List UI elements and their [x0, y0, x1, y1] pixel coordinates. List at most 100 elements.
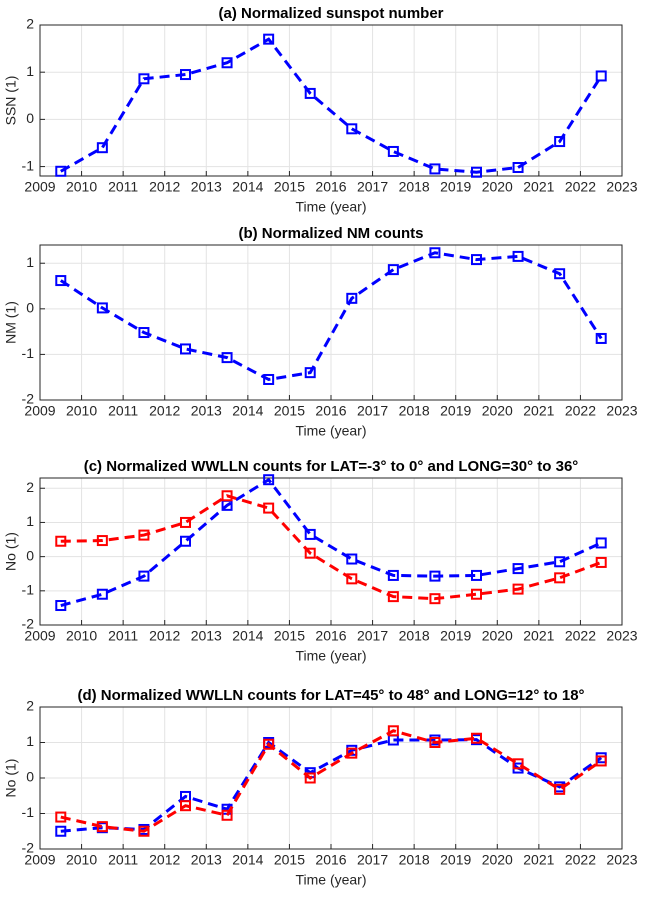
x-tick-label: 2017 [357, 852, 388, 868]
x-tick-label: 2017 [357, 628, 388, 644]
marker [346, 747, 358, 759]
x-tick-label: 2010 [66, 628, 97, 644]
marker [263, 373, 275, 385]
x-tick-label: 2018 [399, 403, 430, 419]
marker [346, 553, 358, 565]
y-tick-label: -1 [22, 804, 35, 820]
marker [512, 162, 524, 174]
x-tick-label: 2009 [24, 179, 55, 195]
y-tick-label: 2 [26, 479, 34, 495]
marker [595, 70, 607, 82]
marker [595, 755, 607, 767]
marker [471, 588, 482, 600]
marker [554, 556, 566, 568]
marker [304, 547, 316, 559]
marker [471, 569, 482, 581]
x-axis-label: Time (year) [295, 199, 366, 215]
y-axis-label: SSN (1) [3, 76, 19, 126]
marker [96, 302, 108, 314]
x-tick-label: 2011 [108, 852, 138, 868]
marker [512, 583, 524, 595]
marker [595, 332, 607, 344]
x-tick-label: 2020 [482, 628, 513, 644]
marker [263, 474, 275, 486]
marker [471, 732, 482, 744]
marker [387, 145, 399, 157]
x-tick-label: 2014 [232, 628, 263, 644]
x-tick-label: 2015 [274, 628, 305, 644]
marker [221, 809, 233, 821]
marker [429, 593, 441, 605]
x-tick-label: 2019 [440, 403, 471, 419]
marker [180, 535, 191, 547]
marker [55, 275, 67, 287]
x-tick-label: 2023 [606, 852, 637, 868]
marker [429, 163, 441, 175]
y-axis-label: No (1) [3, 759, 19, 798]
marker [55, 600, 67, 612]
x-tick-label: 2018 [399, 628, 430, 644]
y-axis-label: No (1) [3, 532, 19, 571]
marker [138, 73, 150, 85]
marker [221, 352, 233, 364]
axes-box [39, 24, 623, 177]
x-tick-label: 2023 [606, 403, 637, 419]
x-tick-label: 2018 [399, 179, 430, 195]
x-tick-label: 2013 [191, 403, 222, 419]
axes-box [39, 706, 623, 850]
x-tick-label: 2016 [315, 628, 346, 644]
x-tick-label: 2016 [315, 852, 346, 868]
x-tick-label: 2012 [149, 179, 180, 195]
marker [346, 292, 358, 304]
y-tick-label: 0 [26, 300, 34, 316]
series-line [60, 477, 602, 607]
marker [554, 783, 566, 795]
marker [55, 535, 67, 547]
x-tick-label: 2012 [149, 628, 180, 644]
marker [471, 254, 482, 266]
y-tick-label: -2 [22, 391, 35, 407]
x-tick-label: 2016 [315, 179, 346, 195]
chart-title: (b) Normalized NM counts [238, 225, 423, 242]
y-tick-label: -1 [22, 345, 35, 361]
series-line [60, 37, 603, 174]
x-tick-label: 2010 [66, 403, 97, 419]
axes-box [39, 244, 623, 401]
x-tick-label: 2022 [565, 628, 596, 644]
chart-title: (a) Normalized sunspot number [218, 5, 443, 22]
x-tick-label: 2021 [523, 179, 554, 195]
marker [512, 563, 524, 575]
x-tick-label: 2019 [440, 179, 471, 195]
marker [429, 247, 441, 259]
y-axis-label: NM (1) [3, 301, 19, 344]
marker [138, 825, 150, 837]
marker [96, 142, 108, 154]
x-axis-label: Time (year) [295, 648, 366, 664]
marker [55, 811, 67, 823]
chart-title: (c) Normalized WWLLN counts for LAT=-3° … [84, 458, 579, 475]
marker [263, 33, 275, 45]
marker [429, 570, 441, 582]
x-tick-label: 2013 [191, 179, 222, 195]
x-tick-label: 2009 [24, 628, 55, 644]
marker [387, 569, 399, 581]
series-line [60, 729, 603, 833]
marker [138, 529, 150, 541]
x-tick-label: 2020 [482, 852, 513, 868]
marker [221, 57, 233, 69]
x-tick-label: 2014 [232, 179, 263, 195]
x-tick-label: 2011 [108, 179, 138, 195]
x-tick-label: 2020 [482, 179, 513, 195]
y-tick-label: -2 [22, 840, 35, 856]
marker [55, 825, 67, 837]
x-tick-label: 2012 [149, 852, 180, 868]
x-tick-label: 2011 [108, 403, 138, 419]
marker [304, 87, 316, 99]
marker [346, 573, 358, 585]
marker [554, 136, 566, 148]
series-line [60, 494, 602, 601]
x-tick-label: 2021 [523, 628, 554, 644]
x-tick-label: 2015 [274, 179, 305, 195]
axes-box [39, 477, 623, 626]
x-tick-label: 2010 [66, 852, 97, 868]
